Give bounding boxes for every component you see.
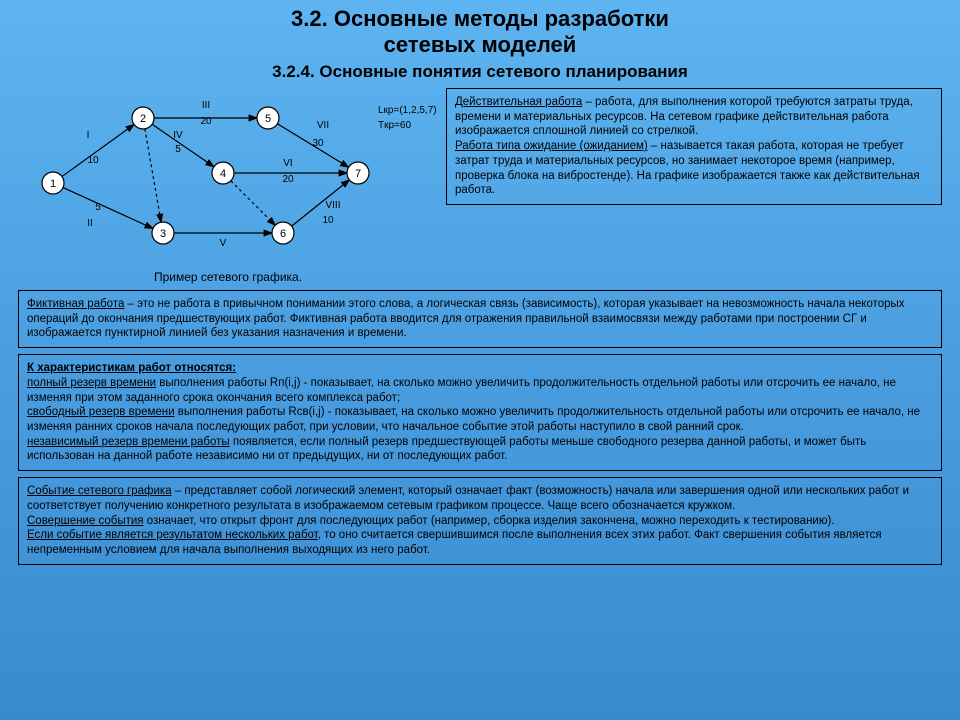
node-label: 7 [355,168,361,180]
edge-label: I [87,130,90,141]
edge-label: VI [283,158,292,169]
edge-weight: 10 [87,155,99,166]
heading-main-1: 3.2. Основные методы разработки [0,0,960,32]
node-label: 1 [50,178,56,190]
edge-6-7 [292,180,350,226]
textbox-characteristics: К характеристикам работ относятся:полный… [18,354,942,471]
edge-weight: 5 [95,202,101,213]
edge-weight: 20 [200,116,212,127]
node-label: 6 [280,228,286,240]
edge-label: II [87,218,93,229]
heading-main-2: сетевых моделей [0,32,960,58]
heading-sub: 3.2.4. Основные понятия сетевого планиро… [0,62,960,82]
edge-weight: 5 [175,144,181,155]
graph-caption: Пример сетевого графика. [18,270,438,284]
edge-label: VII [317,120,329,131]
edge-weight: 30 [312,138,324,149]
textbox-event: Событие сетевого графика – представляет … [18,477,942,565]
edge-label: IV [173,130,183,141]
edge-2-3 [145,129,161,222]
network-graph: I10II5III20IV5VVI20VII30VIII101234567Lкр… [18,88,438,268]
node-label: 4 [220,168,226,180]
textbox-fictive: Фиктивная работа – это не работа в привы… [18,290,942,348]
top-row: I10II5III20IV5VVI20VII30VIII101234567Lкр… [0,82,960,284]
graph-column: I10II5III20IV5VVI20VII30VIII101234567Lкр… [18,88,438,284]
edge-1-2 [62,124,134,176]
edge-4-6 [231,181,275,225]
textbox-real-work: Действительная работа – работа, для выпо… [446,88,942,205]
edge-label: VIII [325,200,340,211]
edge-label: III [202,100,210,111]
edge-weight: 10 [322,215,334,226]
right-column: Действительная работа – работа, для выпо… [446,88,942,284]
formula-lkr: Lкр=(1,2,5,7) [378,105,437,116]
edge-2-4 [152,124,214,167]
edge-1-3 [63,188,153,229]
edge-weight: 20 [282,174,294,185]
node-label: 5 [265,113,271,125]
node-label: 3 [160,228,166,240]
edge-label: V [220,238,227,249]
formula-tkr: Tкр=60 [378,120,411,131]
node-label: 2 [140,113,146,125]
